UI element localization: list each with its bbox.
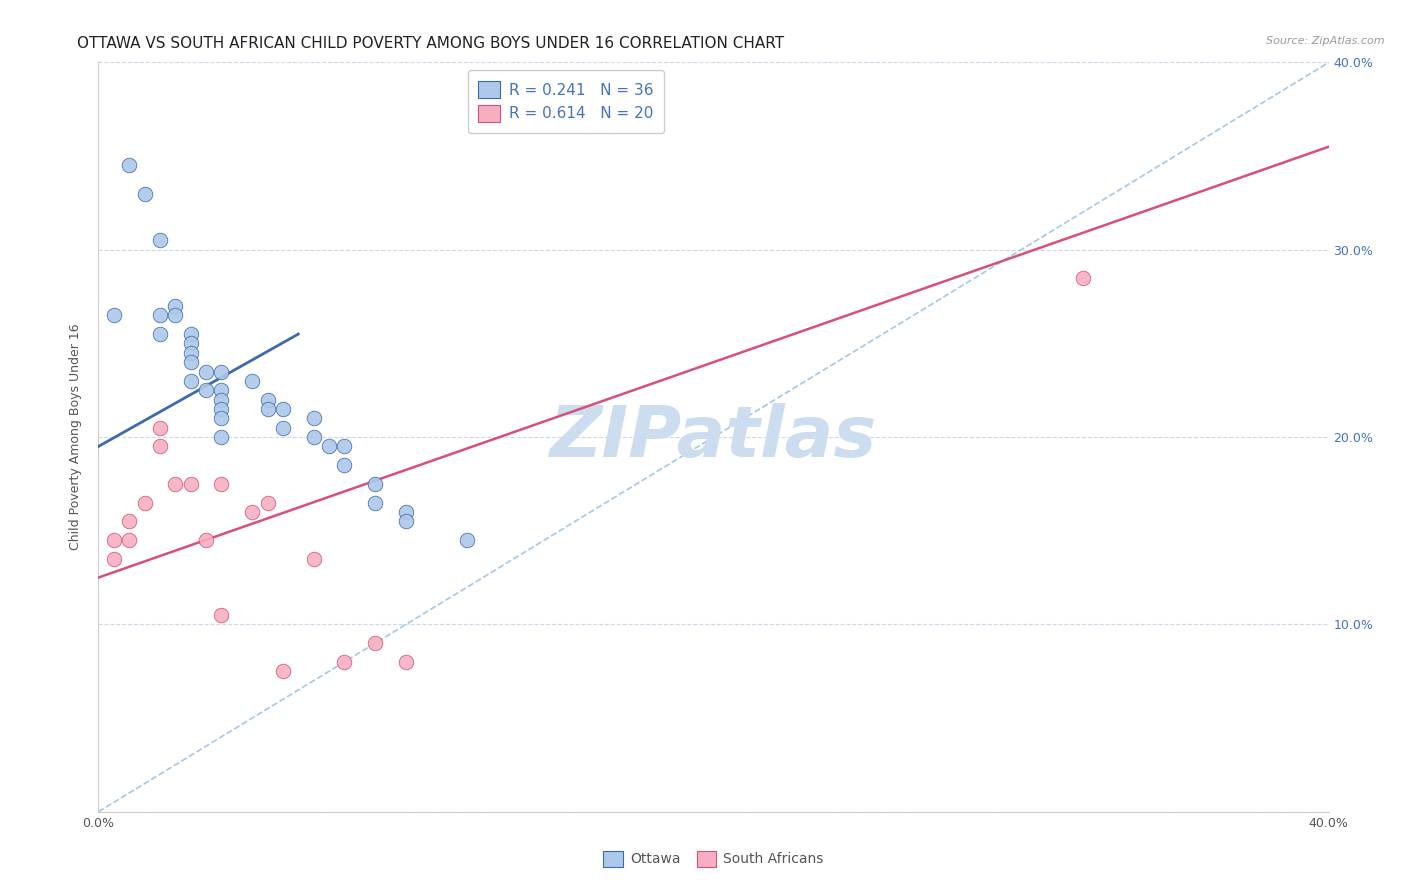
Point xyxy=(333,440,356,454)
Point xyxy=(302,551,325,566)
Point xyxy=(118,533,141,547)
Point xyxy=(180,327,202,342)
Point xyxy=(180,355,202,369)
Point xyxy=(180,336,202,351)
Point xyxy=(395,505,418,519)
Point xyxy=(134,496,156,510)
Text: OTTAWA VS SOUTH AFRICAN CHILD POVERTY AMONG BOYS UNDER 16 CORRELATION CHART: OTTAWA VS SOUTH AFRICAN CHILD POVERTY AM… xyxy=(77,36,785,51)
Point xyxy=(165,477,187,491)
Point xyxy=(118,159,141,173)
Point xyxy=(256,402,278,417)
Point xyxy=(302,411,325,425)
Point xyxy=(180,374,202,388)
Point xyxy=(149,327,172,342)
Point xyxy=(211,430,233,444)
Point xyxy=(195,365,218,379)
Point xyxy=(364,636,387,650)
Point xyxy=(211,365,233,379)
Point xyxy=(103,533,125,547)
Point xyxy=(333,458,356,473)
Point xyxy=(240,374,263,388)
Point xyxy=(118,514,141,528)
Point xyxy=(256,392,278,407)
Point xyxy=(333,655,356,669)
Point xyxy=(103,551,125,566)
Point xyxy=(134,186,156,201)
Point xyxy=(1071,271,1094,285)
Point xyxy=(211,608,233,623)
Point xyxy=(149,234,172,248)
Point xyxy=(364,496,387,510)
Point xyxy=(256,496,278,510)
Point xyxy=(456,533,478,547)
Point xyxy=(149,440,172,454)
Legend: Ottawa, South Africans: Ottawa, South Africans xyxy=(598,845,830,872)
Point xyxy=(211,402,233,417)
Text: ZIPatlas: ZIPatlas xyxy=(550,402,877,472)
Point xyxy=(195,533,218,547)
Point xyxy=(211,477,233,491)
Point xyxy=(364,477,387,491)
Point xyxy=(165,309,187,323)
Point xyxy=(165,299,187,313)
Point xyxy=(180,477,202,491)
Y-axis label: Child Poverty Among Boys Under 16: Child Poverty Among Boys Under 16 xyxy=(69,324,83,550)
Point xyxy=(103,309,125,323)
Point xyxy=(211,392,233,407)
Point xyxy=(149,421,172,435)
Point xyxy=(271,421,294,435)
Point xyxy=(395,655,418,669)
Point xyxy=(180,346,202,360)
Point xyxy=(211,411,233,425)
Text: Source: ZipAtlas.com: Source: ZipAtlas.com xyxy=(1267,36,1385,45)
Point xyxy=(271,664,294,679)
Point xyxy=(318,440,340,454)
Point xyxy=(211,384,233,398)
Point xyxy=(240,505,263,519)
Point xyxy=(195,384,218,398)
Point xyxy=(149,309,172,323)
Point xyxy=(302,430,325,444)
Point xyxy=(271,402,294,417)
Point xyxy=(395,514,418,528)
